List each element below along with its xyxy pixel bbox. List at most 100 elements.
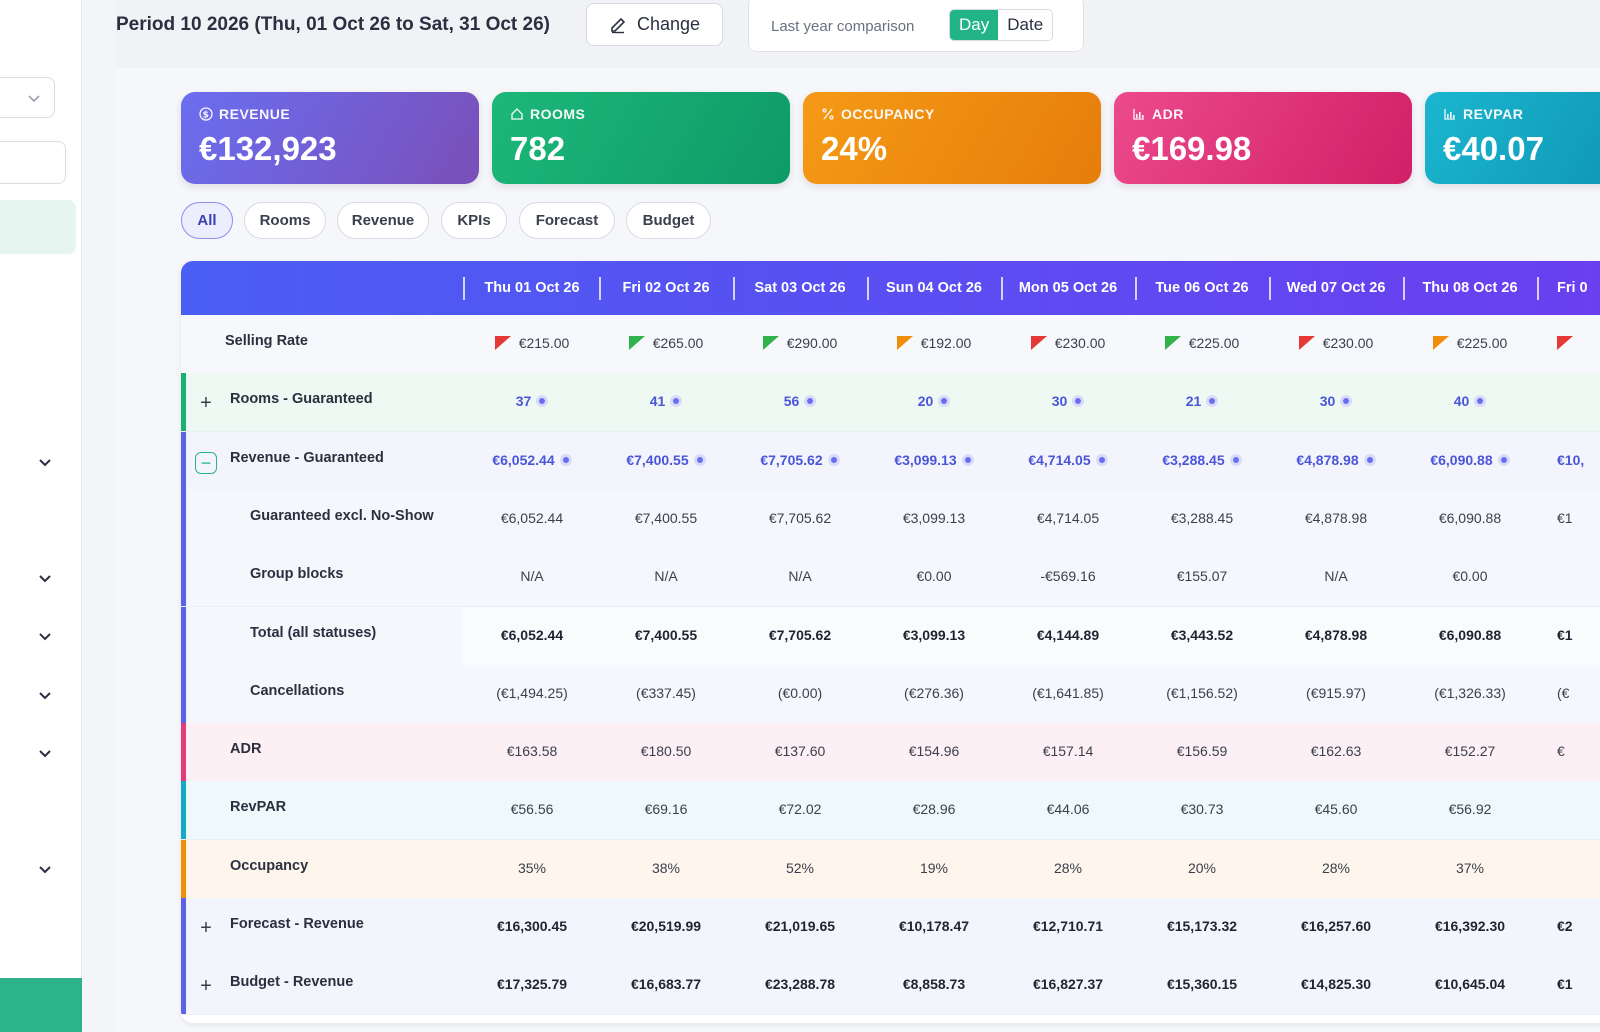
table-cell[interactable]: €23,288.78 [733, 976, 867, 992]
table-cell[interactable]: €137.60 [733, 743, 867, 759]
info-dot-icon[interactable] [1072, 395, 1085, 408]
info-dot-icon[interactable] [536, 395, 549, 408]
table-cell[interactable]: €152.27 [1403, 743, 1537, 759]
table-cell[interactable]: €16,683.77 [599, 976, 733, 992]
expand-icon[interactable]: + [200, 975, 212, 998]
table-cell[interactable]: 21 [1135, 393, 1269, 409]
chevron-down-icon[interactable] [36, 569, 54, 587]
table-cell[interactable]: €4,878.98 [1269, 452, 1403, 468]
table-cell[interactable]: €4,878.98 [1269, 627, 1403, 643]
filter-chip-rooms[interactable]: Rooms [244, 202, 326, 239]
table-cell[interactable]: €215.00 [465, 335, 599, 351]
table-cell[interactable]: €3,288.45 [1135, 452, 1269, 468]
table-cell[interactable]: (€1,641.85) [1001, 685, 1135, 701]
table-cell[interactable]: 20 [867, 393, 1001, 409]
table-cell[interactable]: 37% [1403, 860, 1537, 876]
table-cell[interactable]: 35% [465, 860, 599, 876]
table-cell[interactable]: €7,705.62 [733, 452, 867, 468]
column-header[interactable]: Thu 01 Oct 26 [484, 280, 580, 296]
table-cell[interactable]: €3,288.45 [1135, 510, 1269, 526]
table-cell[interactable]: (€0.00) [733, 685, 867, 701]
table-cell[interactable]: €69.16 [599, 801, 733, 817]
table-cell[interactable]: €21,019.65 [733, 918, 867, 934]
table-cell[interactable]: 30 [1001, 393, 1135, 409]
table-cell[interactable]: €16,392.30 [1403, 918, 1537, 934]
table-cell[interactable]: €16,827.37 [1001, 976, 1135, 992]
table-cell[interactable]: 20% [1135, 860, 1269, 876]
toggle-day[interactable]: Day [950, 10, 999, 40]
column-header[interactable]: Thu 08 Oct 26 [1422, 280, 1518, 296]
table-cell[interactable]: €3,099.13 [867, 627, 1001, 643]
table-cell[interactable]: €6,090.88 [1403, 627, 1537, 643]
info-dot-icon[interactable] [1474, 395, 1487, 408]
table-cell[interactable]: 37 [465, 393, 599, 409]
info-dot-icon[interactable] [827, 453, 840, 466]
info-dot-icon[interactable] [961, 453, 974, 466]
table-cell[interactable]: €0.00 [867, 568, 1001, 584]
info-dot-icon[interactable] [1340, 395, 1353, 408]
table-cell[interactable]: €180.50 [599, 743, 733, 759]
expand-icon[interactable]: + [200, 917, 212, 939]
table-cell[interactable]: €16,257.60 [1269, 918, 1403, 934]
table-cell[interactable]: €155.07 [1135, 568, 1269, 584]
table-cell[interactable]: €14,825.30 [1269, 976, 1403, 992]
table-cell[interactable]: €56.92 [1403, 801, 1537, 817]
table-cell[interactable]: €230.00 [1001, 335, 1135, 351]
table-cell[interactable]: €45.60 [1269, 801, 1403, 817]
table-cell[interactable]: €157.14 [1001, 743, 1135, 759]
table-cell[interactable]: €44.06 [1001, 801, 1135, 817]
table-cell[interactable]: €1 [1537, 627, 1600, 643]
table-cell[interactable]: €6,052.44 [465, 452, 599, 468]
table-cell[interactable]: €7,705.62 [733, 627, 867, 643]
table-cell[interactable]: €6,052.44 [465, 627, 599, 643]
table-cell[interactable]: €0.00 [1403, 568, 1537, 584]
sidebar-bottom-button[interactable] [0, 978, 82, 1032]
table-cell[interactable]: €7,705.62 [733, 510, 867, 526]
table-cell[interactable]: €7,400.55 [599, 510, 733, 526]
table-cell[interactable]: €16,300.45 [465, 918, 599, 934]
table-cell[interactable]: €4,144.89 [1001, 627, 1135, 643]
table-cell[interactable]: €6,052.44 [465, 510, 599, 526]
table-cell[interactable]: (€ [1537, 685, 1600, 701]
table-cell[interactable]: €2 [1537, 918, 1600, 934]
table-cell[interactable]: €56.56 [465, 801, 599, 817]
table-cell[interactable]: €72.02 [733, 801, 867, 817]
table-cell[interactable]: €3,099.13 [867, 510, 1001, 526]
toggle-date[interactable]: Date [998, 10, 1053, 40]
table-cell[interactable]: 28% [1001, 860, 1135, 876]
table-cell[interactable]: €4,714.05 [1001, 452, 1135, 468]
table-cell[interactable]: -€569.16 [1001, 568, 1135, 584]
chevron-down-icon[interactable] [36, 453, 54, 471]
table-cell[interactable]: €156.59 [1135, 743, 1269, 759]
sidebar-item-active[interactable] [0, 200, 76, 254]
table-cell[interactable]: €28.96 [867, 801, 1001, 817]
table-cell[interactable]: €4,714.05 [1001, 510, 1135, 526]
expand-icon[interactable]: + [200, 392, 212, 415]
table-cell[interactable]: €3,099.13 [867, 452, 1001, 468]
table-cell[interactable]: €7,400.55 [599, 627, 733, 643]
table-cell[interactable]: 38% [599, 860, 733, 876]
column-header[interactable]: Sun 04 Oct 26 [886, 280, 982, 296]
table-cell[interactable]: (€276.36) [867, 685, 1001, 701]
table-cell[interactable]: €10,645.04 [1403, 976, 1537, 992]
info-dot-icon[interactable] [1229, 453, 1242, 466]
table-cell[interactable]: €1 [1537, 976, 1600, 992]
column-header[interactable]: Fri 0 [1557, 280, 1588, 296]
table-cell[interactable]: €15,360.15 [1135, 976, 1269, 992]
table-cell[interactable]: €162.63 [1269, 743, 1403, 759]
table-cell[interactable]: €10,178.47 [867, 918, 1001, 934]
table-cell[interactable]: €20,519.99 [599, 918, 733, 934]
info-dot-icon[interactable] [693, 453, 706, 466]
table-cell[interactable]: (€1,326.33) [1403, 685, 1537, 701]
table-cell[interactable]: 40 [1403, 393, 1537, 409]
table-cell[interactable]: 41 [599, 393, 733, 409]
table-cell[interactable]: €225.00 [1135, 335, 1269, 351]
info-dot-icon[interactable] [804, 395, 817, 408]
table-cell[interactable]: €230.00 [1269, 335, 1403, 351]
table-cell[interactable]: €1 [1537, 510, 1600, 526]
table-cell[interactable]: €17,325.79 [465, 976, 599, 992]
table-cell[interactable]: €15,173.32 [1135, 918, 1269, 934]
chevron-down-icon[interactable] [36, 627, 54, 645]
chevron-down-icon[interactable] [36, 744, 54, 762]
table-cell[interactable]: €4,878.98 [1269, 510, 1403, 526]
